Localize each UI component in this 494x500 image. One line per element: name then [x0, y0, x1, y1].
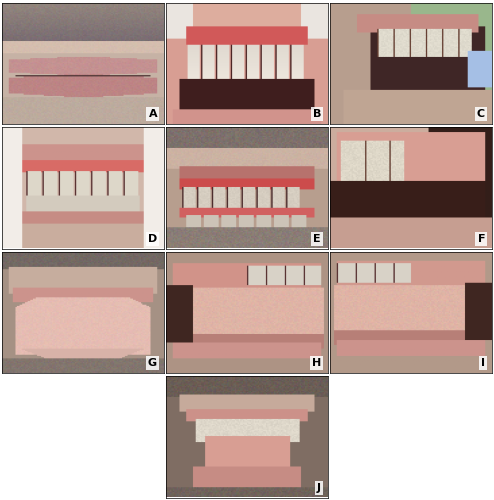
Text: I: I — [481, 358, 485, 368]
Text: H: H — [312, 358, 321, 368]
Text: C: C — [477, 109, 485, 119]
Text: G: G — [148, 358, 157, 368]
Text: D: D — [148, 234, 157, 243]
Text: B: B — [313, 109, 321, 119]
Text: E: E — [314, 234, 321, 243]
Text: F: F — [478, 234, 485, 243]
Text: J: J — [317, 482, 321, 492]
Text: A: A — [149, 109, 157, 119]
